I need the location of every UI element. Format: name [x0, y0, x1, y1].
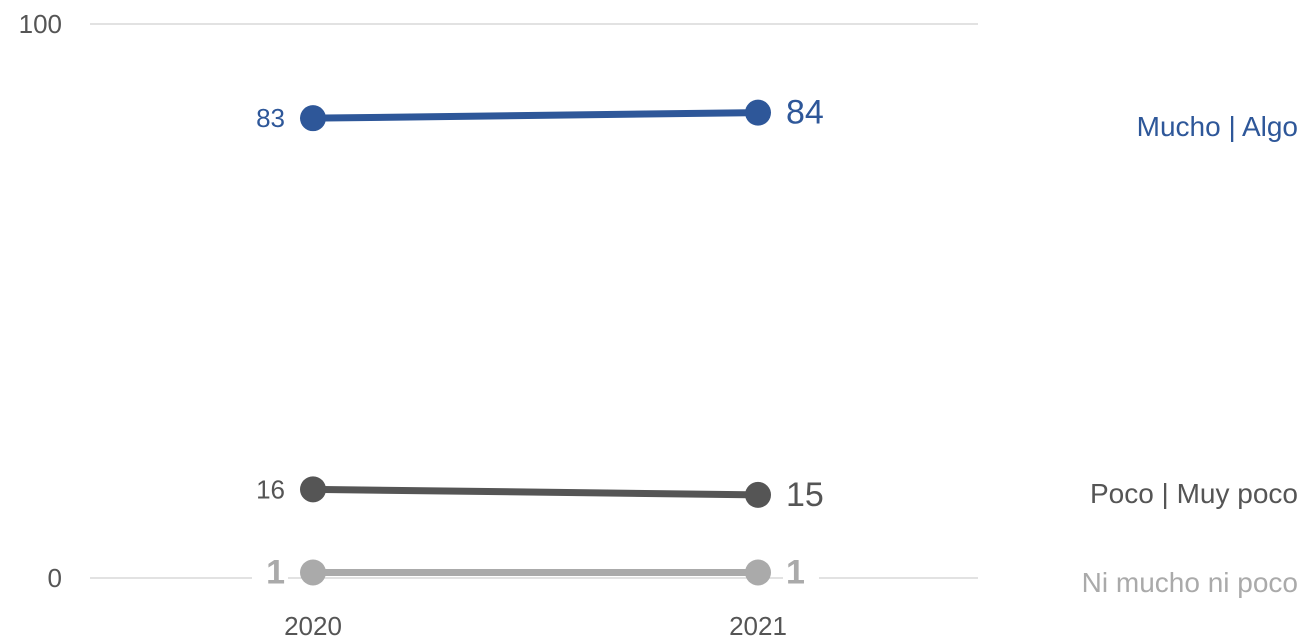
data-label: 1 — [266, 553, 285, 591]
y-axis-ticks: 0 100 — [19, 9, 62, 593]
legend-label: Ni mucho ni poco — [1082, 567, 1298, 598]
series-0: 83 84 — [256, 94, 824, 134]
data-label: 15 — [786, 476, 824, 514]
y-tick-label: 100 — [19, 9, 62, 39]
x-tick-label: 2021 — [729, 611, 787, 638]
data-label: 1 — [786, 553, 805, 591]
data-point — [745, 481, 771, 508]
y-tick-label: 0 — [48, 563, 62, 593]
series-1: 16 15 — [256, 474, 824, 514]
data-label: 16 — [256, 474, 285, 504]
legend-label: Mucho | Algo — [1137, 111, 1298, 142]
grid-lines — [90, 23, 978, 579]
data-point — [745, 99, 771, 126]
x-tick-label: 2020 — [284, 611, 342, 638]
x-axis-ticks: 2020 2021 — [284, 611, 787, 638]
label-bg — [783, 550, 819, 591]
label-bg — [252, 550, 288, 591]
data-point — [745, 559, 771, 586]
data-point — [300, 559, 326, 586]
data-point — [300, 105, 326, 132]
series-legend: Mucho | Algo Poco | Muy poco Ni mucho ni p… — [1082, 111, 1298, 598]
data-point — [300, 476, 326, 503]
data-label: 84 — [786, 94, 824, 132]
series-line — [309, 485, 762, 499]
series-line — [309, 109, 762, 122]
legend-label: Poco | Muy poco — [1090, 478, 1298, 509]
data-label: 83 — [256, 103, 285, 133]
